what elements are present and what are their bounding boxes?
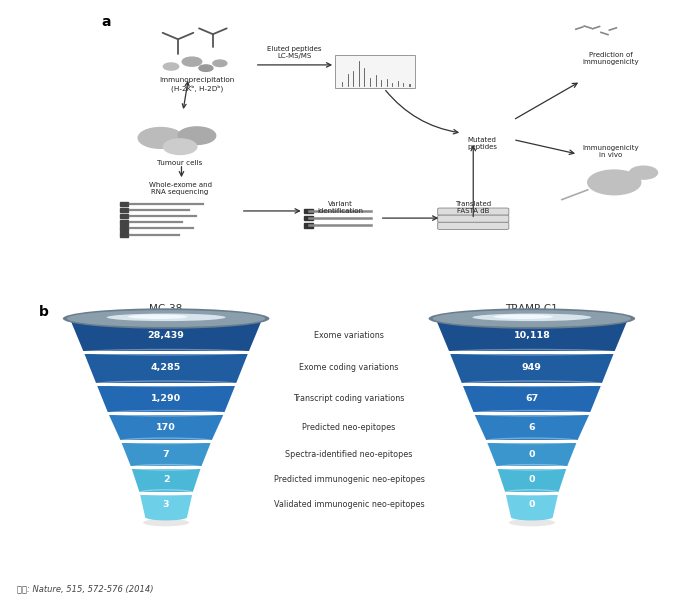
Text: Spectra-identified neo-epitopes: Spectra-identified neo-epitopes: [285, 450, 413, 459]
Text: Transcript coding variations: Transcript coding variations: [293, 394, 405, 403]
Text: 3: 3: [163, 501, 170, 509]
Circle shape: [138, 127, 183, 148]
Text: 170: 170: [156, 423, 176, 432]
Text: 10,118: 10,118: [514, 331, 550, 340]
Text: 0: 0: [528, 475, 535, 484]
FancyBboxPatch shape: [438, 222, 509, 230]
Polygon shape: [436, 319, 628, 352]
Ellipse shape: [429, 308, 635, 329]
Text: 출처: Nature, 515, 572-576 (2014): 출처: Nature, 515, 572-576 (2014): [17, 585, 154, 594]
FancyBboxPatch shape: [335, 55, 415, 88]
Bar: [120, 233, 128, 237]
Text: Eluted peptides
LC-MS/MS: Eluted peptides LC-MS/MS: [267, 46, 322, 59]
FancyBboxPatch shape: [438, 215, 509, 222]
Ellipse shape: [63, 308, 269, 329]
Text: Predicted neo-epitopes: Predicted neo-epitopes: [302, 423, 396, 432]
Text: Immunoprecipitation
(H-2Kᵇ, H-2Dᵇ): Immunoprecipitation (H-2Kᵇ, H-2Dᵇ): [159, 78, 235, 92]
Text: Exome variations: Exome variations: [314, 331, 384, 340]
Polygon shape: [70, 319, 262, 352]
Polygon shape: [84, 352, 248, 383]
Bar: [120, 214, 128, 218]
Circle shape: [163, 63, 179, 70]
Bar: [304, 223, 313, 228]
Text: Predicted immunogenic neo-epitopes: Predicted immunogenic neo-epitopes: [274, 475, 424, 484]
Ellipse shape: [143, 519, 189, 526]
Text: Tumour cells: Tumour cells: [157, 160, 203, 166]
Text: 1,290: 1,290: [151, 394, 181, 403]
Ellipse shape: [145, 514, 187, 520]
Text: Mutated
peptides: Mutated peptides: [468, 137, 498, 150]
Text: 7: 7: [163, 450, 170, 459]
Polygon shape: [96, 383, 236, 413]
Ellipse shape: [128, 314, 188, 319]
Polygon shape: [505, 492, 558, 517]
Text: Whole-exome and
RNA sequencing: Whole-exome and RNA sequencing: [149, 182, 211, 195]
Circle shape: [588, 170, 641, 195]
Polygon shape: [108, 413, 224, 441]
Polygon shape: [450, 352, 614, 383]
Circle shape: [182, 57, 202, 66]
Polygon shape: [131, 467, 201, 492]
Polygon shape: [497, 467, 567, 492]
Text: 0: 0: [528, 501, 535, 509]
Bar: [120, 208, 128, 212]
Ellipse shape: [433, 310, 631, 327]
Text: Exome coding variations: Exome coding variations: [299, 364, 399, 373]
Text: 67: 67: [526, 394, 538, 403]
Ellipse shape: [511, 514, 553, 520]
Text: 949: 949: [522, 364, 542, 373]
Polygon shape: [140, 492, 193, 517]
Text: Prediction of
immunogenicity: Prediction of immunogenicity: [582, 52, 639, 65]
Polygon shape: [474, 413, 590, 441]
Text: 4,285: 4,285: [151, 364, 181, 373]
Ellipse shape: [107, 314, 225, 321]
Circle shape: [178, 127, 216, 144]
Text: a: a: [101, 14, 111, 29]
Bar: [304, 216, 313, 221]
Text: 6: 6: [528, 423, 535, 432]
FancyBboxPatch shape: [438, 208, 509, 215]
Ellipse shape: [509, 519, 555, 526]
Text: b: b: [38, 305, 48, 319]
Text: Variant
identification: Variant identification: [318, 201, 364, 213]
Bar: [120, 201, 128, 206]
Ellipse shape: [493, 314, 554, 319]
Polygon shape: [462, 383, 602, 413]
Polygon shape: [121, 441, 211, 467]
Ellipse shape: [67, 310, 265, 327]
Circle shape: [163, 139, 197, 154]
Text: 28,439: 28,439: [148, 331, 184, 340]
Text: Immunogenicity
in vivo: Immunogenicity in vivo: [582, 145, 639, 159]
Circle shape: [199, 65, 213, 72]
Bar: [304, 209, 313, 213]
Circle shape: [630, 166, 658, 179]
Text: MC-38: MC-38: [149, 304, 183, 314]
Text: Translated
FASTA dB: Translated FASTA dB: [455, 201, 491, 214]
Text: TRAMP-C1: TRAMP-C1: [505, 304, 558, 314]
Polygon shape: [487, 441, 577, 467]
Text: 2: 2: [163, 475, 170, 484]
Text: Validated immunogenic neo-epitopes: Validated immunogenic neo-epitopes: [274, 501, 424, 509]
Ellipse shape: [473, 314, 591, 321]
Text: 0: 0: [528, 450, 535, 459]
Bar: [120, 226, 128, 231]
Bar: [120, 220, 128, 225]
Circle shape: [213, 60, 227, 67]
